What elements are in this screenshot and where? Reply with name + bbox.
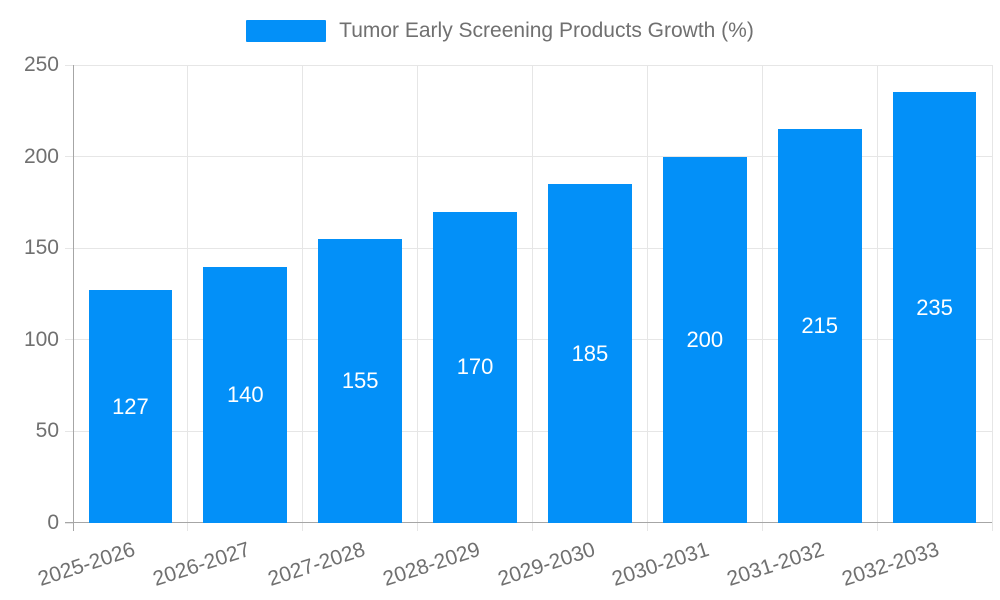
bar-2027-2028[interactable]: 155 xyxy=(318,239,403,523)
x-gridline xyxy=(876,65,878,531)
x-axis-tick-label: 2030-2031 xyxy=(609,537,713,591)
bar-value-label: 185 xyxy=(571,340,609,366)
bar-2028-2029[interactable]: 170 xyxy=(433,211,517,523)
x-axis-tick-label: 2027-2028 xyxy=(264,537,368,591)
y-axis-tick-label: 150 xyxy=(23,236,59,260)
y-gridline xyxy=(65,339,992,341)
x-axis-tick-label: 2031-2032 xyxy=(724,537,828,591)
bar-value-label: 200 xyxy=(686,326,724,352)
bar-value-label: 170 xyxy=(456,354,494,380)
y-axis-tick-label: 0 xyxy=(47,511,59,534)
x-gridline xyxy=(417,65,419,531)
x-axis-tick-label: 2025-2026 xyxy=(35,537,138,591)
x-axis-tick-label: 2028-2029 xyxy=(379,537,483,591)
x-axis-tick-label: 2026-2027 xyxy=(150,537,253,591)
bar-2026-2027[interactable]: 140 xyxy=(203,266,288,523)
legend-item[interactable]: Tumor Early Screening Products Growth (%… xyxy=(0,18,1000,44)
bar-value-label: 235 xyxy=(916,294,953,320)
y-gridline xyxy=(65,156,992,158)
bar-2029-2030[interactable]: 185 xyxy=(548,184,632,523)
y-axis-line xyxy=(73,65,74,531)
bar-2025-2026[interactable]: 127 xyxy=(88,290,173,523)
x-axis-tick-label: 2029-2030 xyxy=(494,537,598,591)
x-axis-line xyxy=(65,522,992,523)
y-gridline xyxy=(65,247,992,249)
y-tick xyxy=(65,522,73,524)
y-axis-tick-label: 250 xyxy=(23,53,59,76)
legend-label: Tumor Early Screening Products Growth (%… xyxy=(339,19,754,42)
x-gridline xyxy=(187,65,189,531)
x-gridline xyxy=(761,65,763,531)
bar-2030-2031[interactable]: 200 xyxy=(662,156,747,523)
bar-2031-2032[interactable]: 215 xyxy=(777,129,862,523)
y-axis-tick-label: 100 xyxy=(23,327,59,351)
x-axis-tick-label: 2032-2033 xyxy=(839,537,942,591)
bar-value-label: 127 xyxy=(112,393,149,419)
bar-value-label: 215 xyxy=(801,313,839,339)
y-gridline xyxy=(65,430,992,432)
plot-area: 0 50 100 150 200 250 127 140 155 170 185 200 215 235 2… xyxy=(24,53,993,591)
x-gridline xyxy=(302,65,304,531)
y-axis-tick-label: 200 xyxy=(23,144,59,168)
bar-value-label: 140 xyxy=(226,381,264,407)
y-axis-tick-label: 50 xyxy=(35,419,59,443)
bar-value-label: 155 xyxy=(341,368,379,394)
x-gridline xyxy=(532,65,533,531)
y-gridline xyxy=(65,64,992,66)
x-gridline xyxy=(991,65,993,531)
legend-swatch-icon xyxy=(246,20,327,42)
x-gridline xyxy=(646,65,648,531)
bar-2032-2033[interactable]: 235 xyxy=(892,92,977,523)
